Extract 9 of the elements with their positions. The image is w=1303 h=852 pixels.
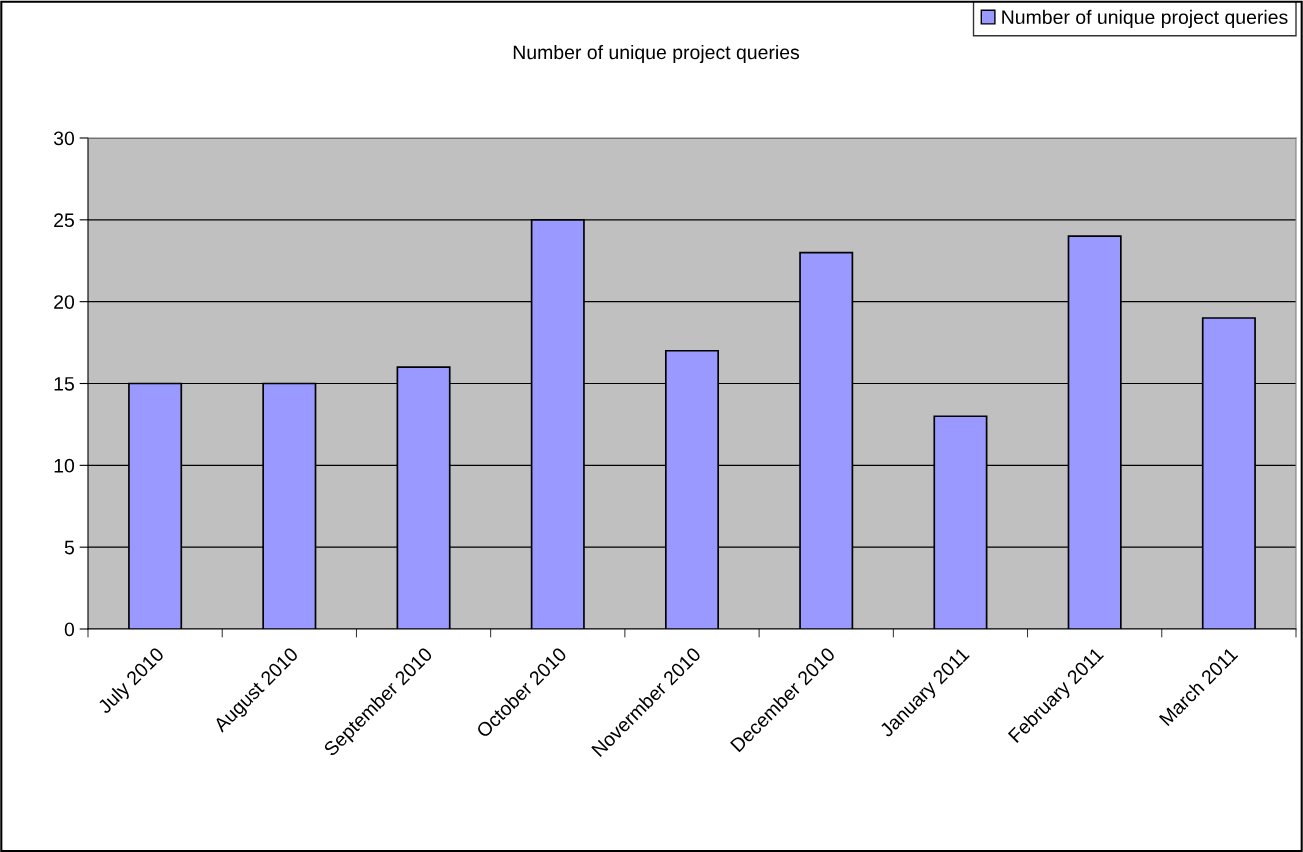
chart-title: Number of unique project queries (513, 44, 800, 64)
y-tick-label: 15 (54, 377, 74, 391)
y-tick-label: 0 (64, 622, 75, 637)
legend-label: Number of unique project queries (1002, 9, 1288, 28)
y-tick-label: 30 (53, 131, 75, 146)
y-tick-label: 10 (54, 458, 75, 473)
y-tick-label: 5 (64, 540, 74, 555)
y-tick-label: 25 (54, 213, 74, 228)
y-tick-label: 20 (54, 295, 75, 309)
